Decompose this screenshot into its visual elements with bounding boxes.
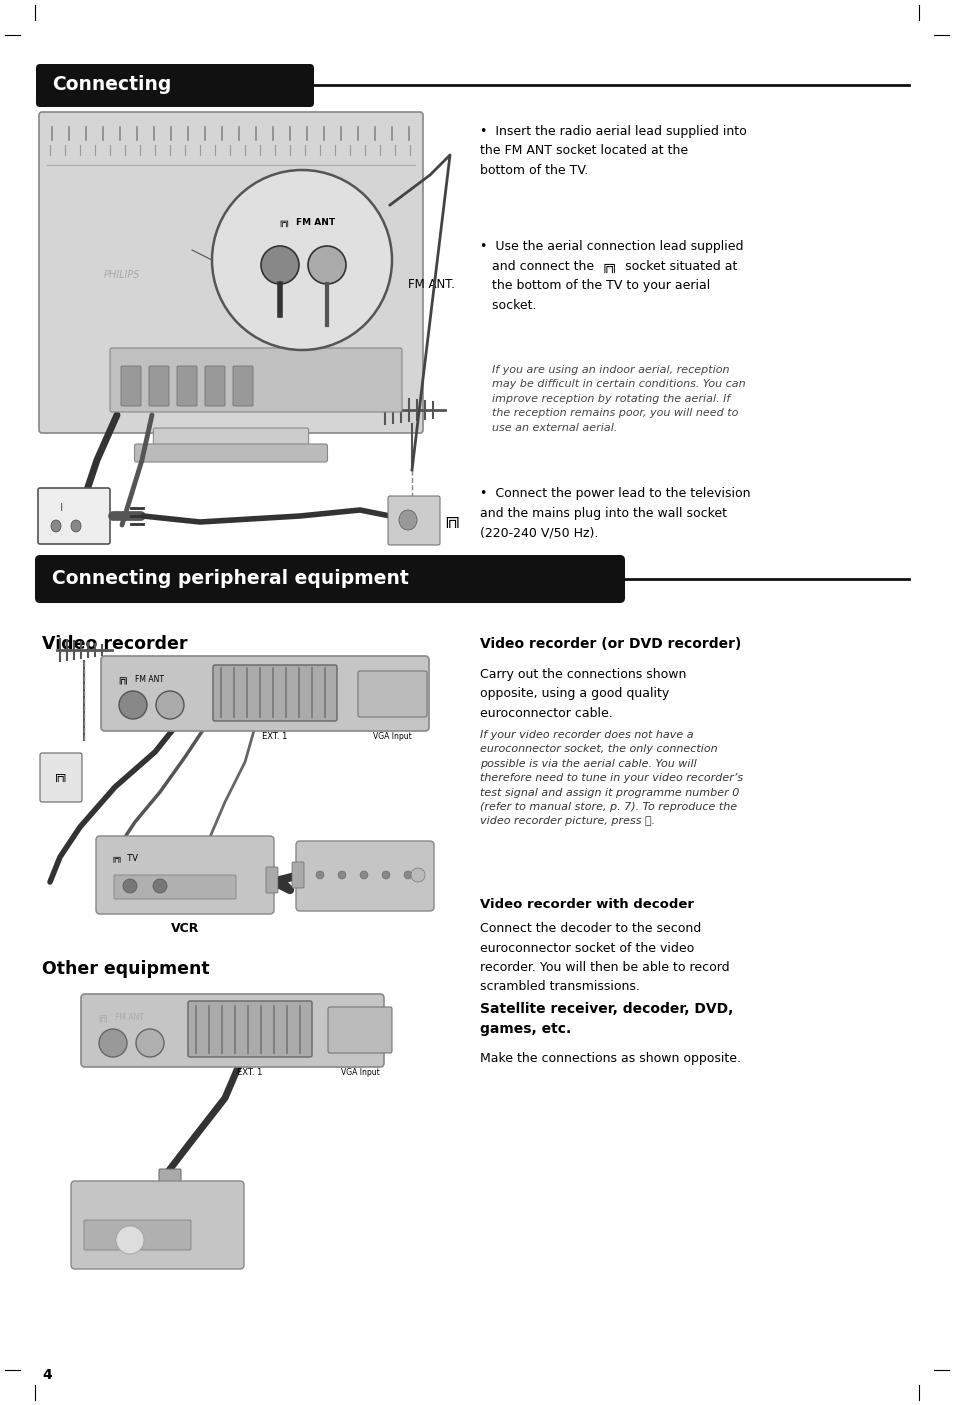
Ellipse shape: [156, 691, 184, 719]
FancyBboxPatch shape: [213, 665, 336, 721]
FancyBboxPatch shape: [39, 112, 422, 433]
Ellipse shape: [315, 871, 324, 880]
FancyBboxPatch shape: [101, 656, 429, 731]
Text: Connecting peripheral equipment: Connecting peripheral equipment: [52, 569, 408, 589]
FancyBboxPatch shape: [142, 1191, 164, 1222]
Text: VGA Input: VGA Input: [340, 1068, 379, 1078]
Text: EXT. 1: EXT. 1: [262, 732, 288, 740]
Ellipse shape: [398, 510, 416, 530]
FancyBboxPatch shape: [40, 753, 82, 802]
Text: ╔╗  TV: ╔╗ TV: [112, 853, 138, 863]
Text: ╔╗  FM ANT: ╔╗ FM ANT: [278, 218, 335, 226]
Text: Connecting: Connecting: [52, 76, 172, 94]
Text: If your video recorder does not have a
euroconnector socket, the only connection: If your video recorder does not have a e…: [479, 731, 742, 826]
Ellipse shape: [381, 871, 390, 880]
FancyBboxPatch shape: [134, 444, 327, 462]
Ellipse shape: [152, 880, 167, 894]
Text: ╔╗: ╔╗: [97, 1013, 109, 1023]
Text: ╔╗: ╔╗: [54, 771, 68, 783]
Text: FM ANT: FM ANT: [135, 676, 164, 684]
Ellipse shape: [116, 1227, 144, 1255]
Text: •  Use the aerial connection lead supplied
   and connect the  ╔╗  socket situat: • Use the aerial connection lead supplie…: [479, 240, 742, 312]
FancyBboxPatch shape: [113, 875, 235, 899]
FancyBboxPatch shape: [36, 65, 314, 107]
Ellipse shape: [136, 1028, 164, 1057]
Ellipse shape: [337, 871, 346, 880]
FancyBboxPatch shape: [96, 836, 274, 915]
Ellipse shape: [99, 1028, 127, 1057]
FancyBboxPatch shape: [295, 842, 434, 910]
FancyBboxPatch shape: [35, 555, 624, 603]
Ellipse shape: [51, 520, 61, 532]
Text: VCR: VCR: [171, 922, 199, 934]
FancyBboxPatch shape: [110, 348, 401, 412]
Ellipse shape: [261, 246, 298, 284]
Text: 4: 4: [42, 1368, 51, 1383]
FancyBboxPatch shape: [188, 1000, 312, 1057]
FancyBboxPatch shape: [149, 365, 169, 406]
Text: FM ANT: FM ANT: [115, 1013, 144, 1023]
FancyBboxPatch shape: [205, 365, 225, 406]
Text: PHILIPS: PHILIPS: [104, 270, 140, 280]
Text: I: I: [60, 503, 64, 513]
Text: Carry out the connections shown
opposite, using a good quality
euroconnector cab: Carry out the connections shown opposite…: [479, 667, 685, 719]
Text: Video recorder: Video recorder: [42, 635, 188, 653]
Ellipse shape: [403, 871, 412, 880]
Text: Video recorder (or DVD recorder): Video recorder (or DVD recorder): [479, 636, 740, 651]
FancyBboxPatch shape: [292, 863, 304, 888]
FancyBboxPatch shape: [38, 488, 110, 544]
FancyBboxPatch shape: [177, 365, 196, 406]
Ellipse shape: [123, 880, 137, 894]
FancyBboxPatch shape: [388, 496, 439, 545]
Text: VGA Input: VGA Input: [373, 732, 411, 740]
FancyBboxPatch shape: [71, 1182, 244, 1269]
Ellipse shape: [119, 691, 147, 719]
FancyBboxPatch shape: [84, 1220, 191, 1250]
Text: •  Connect the power lead to the television
and the mains plug into the wall soc: • Connect the power lead to the televisi…: [479, 488, 750, 540]
FancyBboxPatch shape: [328, 1007, 392, 1052]
Ellipse shape: [359, 871, 368, 880]
FancyBboxPatch shape: [233, 365, 253, 406]
Ellipse shape: [71, 520, 81, 532]
Ellipse shape: [212, 170, 392, 350]
FancyBboxPatch shape: [153, 429, 308, 450]
Text: Video recorder with decoder: Video recorder with decoder: [479, 898, 693, 910]
FancyBboxPatch shape: [159, 1169, 181, 1198]
Text: If you are using an indoor aerial, reception
may be difficult in certain conditi: If you are using an indoor aerial, recep…: [492, 365, 745, 433]
FancyBboxPatch shape: [81, 993, 384, 1066]
Text: Make the connections as shown opposite.: Make the connections as shown opposite.: [479, 1052, 740, 1065]
Text: Other equipment: Other equipment: [42, 960, 210, 978]
FancyBboxPatch shape: [357, 672, 427, 717]
Ellipse shape: [411, 868, 424, 882]
FancyBboxPatch shape: [266, 867, 277, 894]
Ellipse shape: [308, 246, 346, 284]
Text: EXT. 1: EXT. 1: [237, 1068, 262, 1078]
Text: FM ANT.: FM ANT.: [408, 278, 455, 291]
Text: ╔╗: ╔╗: [442, 513, 460, 527]
FancyBboxPatch shape: [121, 365, 141, 406]
Text: Connect the decoder to the second
euroconnector socket of the video
recorder. Yo: Connect the decoder to the second euroco…: [479, 922, 729, 993]
Text: ╔╗: ╔╗: [117, 674, 129, 686]
Text: •  Insert the radio aerial lead supplied into
the FM ANT socket located at the
b: • Insert the radio aerial lead supplied …: [479, 125, 746, 177]
Text: Satellite receiver, decoder, DVD,
games, etc.: Satellite receiver, decoder, DVD, games,…: [479, 1002, 733, 1035]
